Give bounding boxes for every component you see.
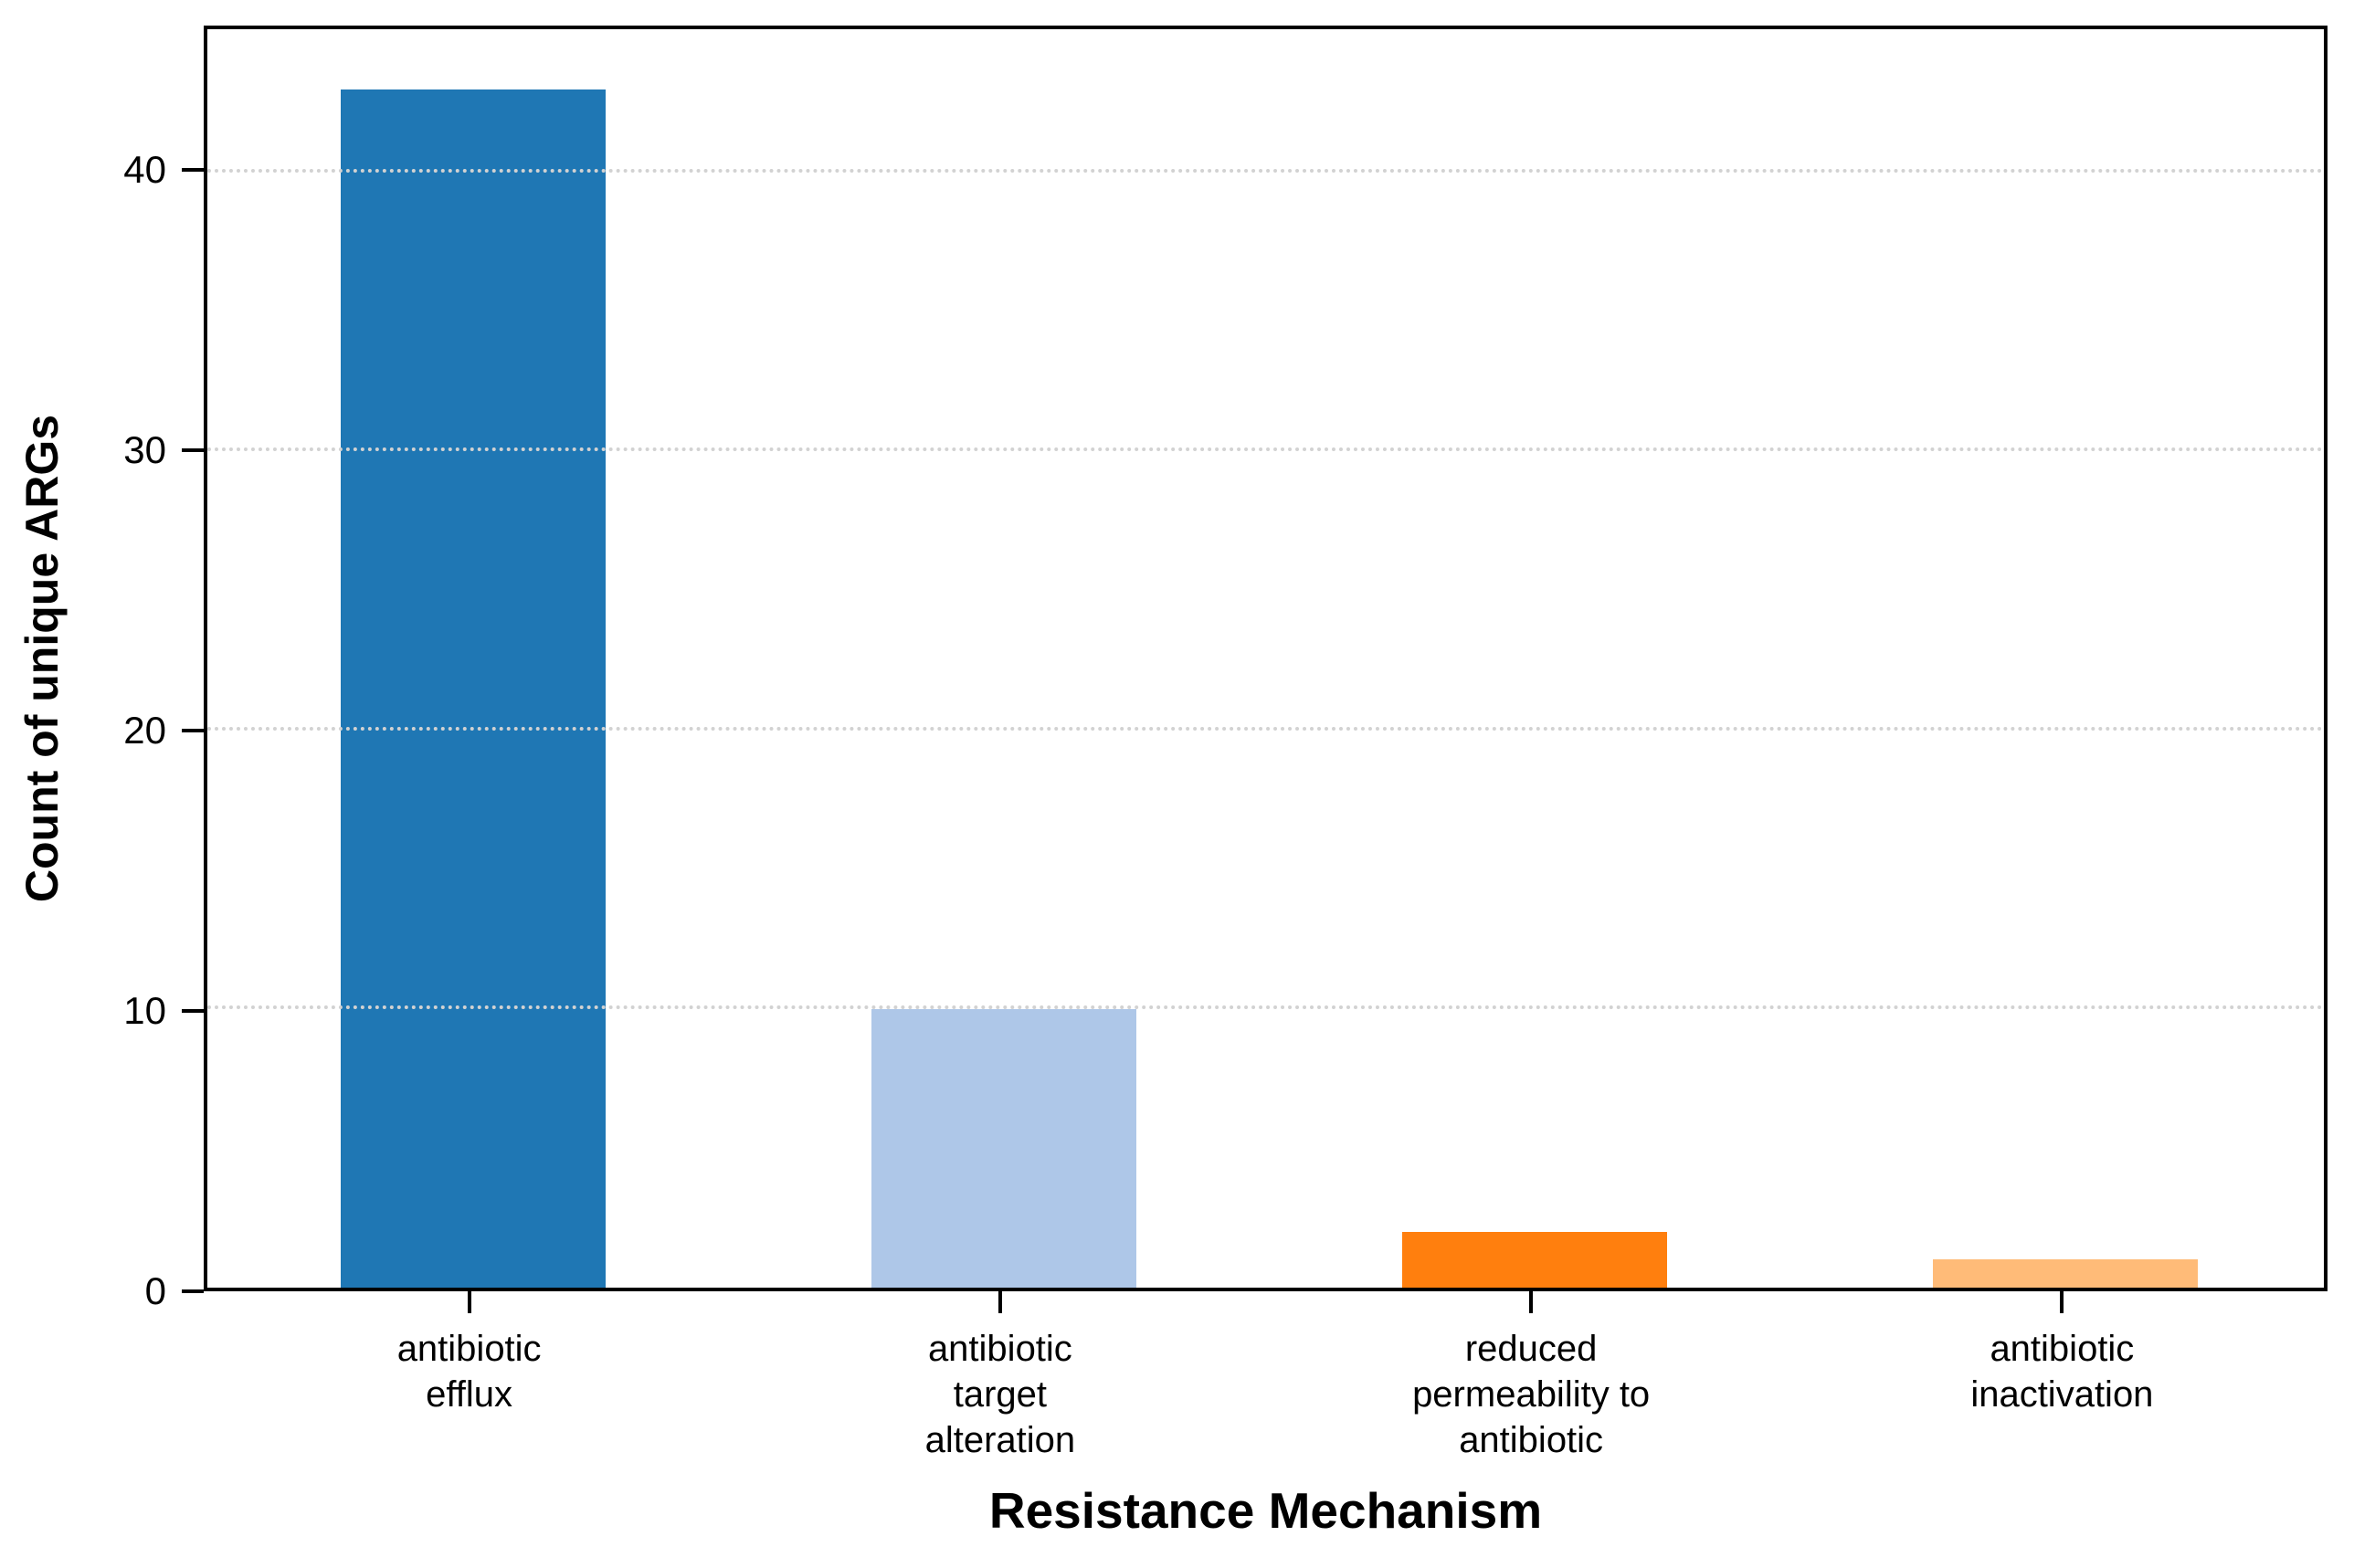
x-category-label: reduced permeability to antibiotic xyxy=(1412,1329,1651,1460)
bar-antibiotic-target-alteration xyxy=(871,1008,1136,1288)
bar-antibiotic-inactivation xyxy=(1933,1259,2199,1288)
y-tick-label: 0 xyxy=(144,1269,166,1312)
x-tick-mark xyxy=(467,1291,471,1313)
bar-antibiotic-efflux xyxy=(340,89,606,1288)
x-axis-title: Resistance Mechanism xyxy=(988,1482,1543,1539)
x-tick-mark xyxy=(998,1291,1002,1313)
gridline xyxy=(207,447,2324,452)
y-axis-title: Count of unique ARGs xyxy=(16,414,68,903)
y-tick-label: 30 xyxy=(123,428,166,472)
plot-area xyxy=(204,26,2328,1291)
x-tick-mark xyxy=(1529,1291,1534,1313)
y-tick-mark xyxy=(182,729,204,733)
gridline xyxy=(207,169,2324,174)
gridline xyxy=(207,1005,2324,1009)
x-category-label: antibiotic target alteration xyxy=(924,1329,1076,1460)
y-tick-label: 40 xyxy=(123,148,166,192)
y-tick-mark xyxy=(182,1009,204,1014)
y-tick-label: 10 xyxy=(123,989,166,1033)
x-category-label: antibiotic efflux xyxy=(396,1329,542,1415)
x-tick-mark xyxy=(2060,1291,2064,1313)
y-tick-label: 20 xyxy=(123,709,166,752)
y-tick-mark xyxy=(182,168,204,173)
y-tick-mark xyxy=(182,448,204,453)
gridline xyxy=(207,726,2324,731)
x-category-label: antibiotic inactivation xyxy=(1970,1329,2154,1415)
bar-reduced-permeability-to-antibiotic xyxy=(1402,1231,1668,1288)
y-tick-mark xyxy=(182,1289,204,1293)
